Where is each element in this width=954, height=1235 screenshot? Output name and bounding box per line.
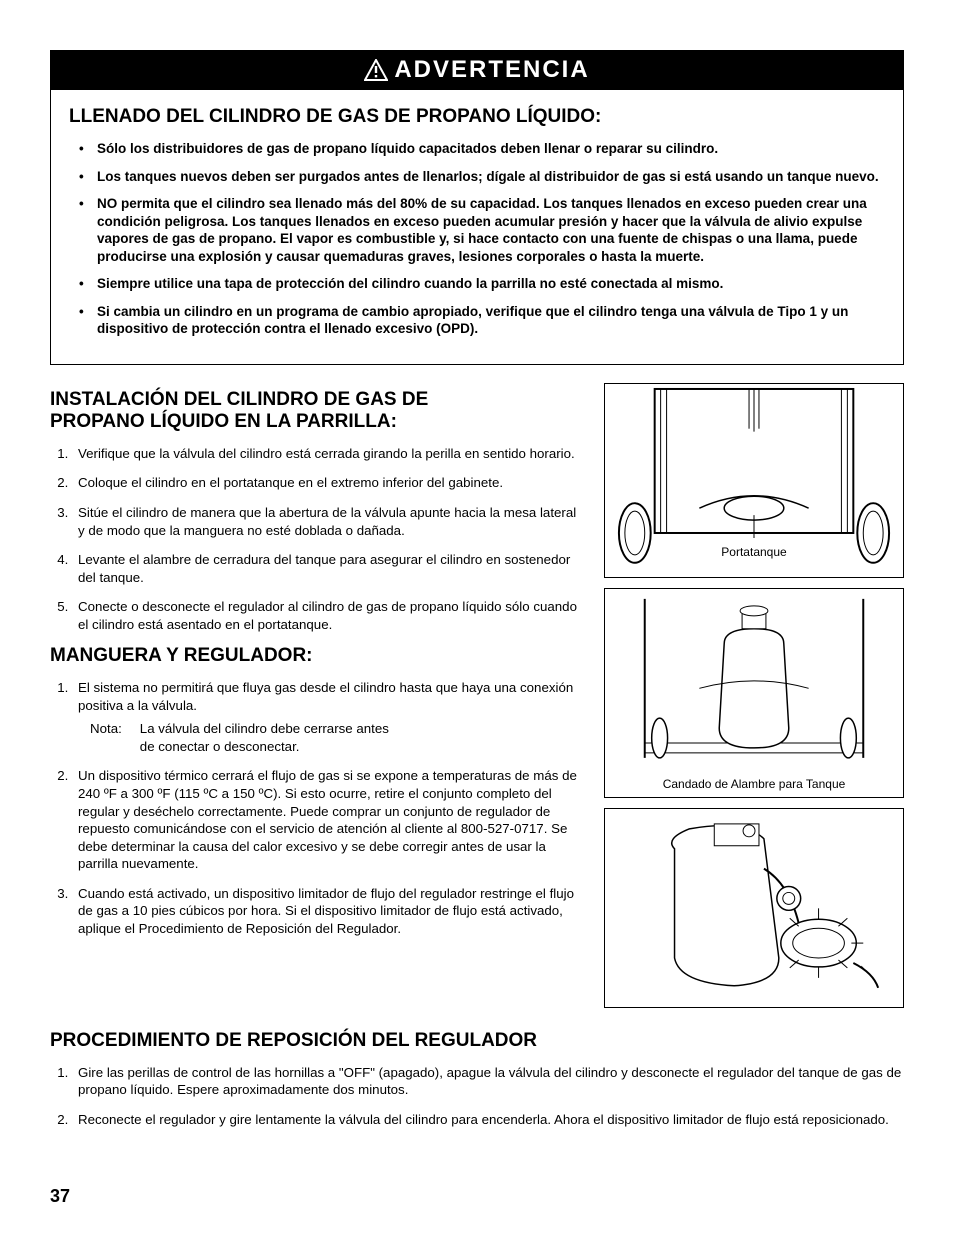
bullet-item: Los tanques nuevos deben ser purgados an… [75,168,885,186]
list-item: Cuando está activado, un dispositivo lim… [72,885,580,938]
section3-list: El sistema no permitirá que fluya gas de… [50,679,580,937]
list-item: Levante el alambre de cerradura del tanq… [72,551,580,586]
section1-bullets: Sólo los distribuidores de gas de propan… [69,140,885,338]
list-item: Un dispositivo térmico cerrará el flujo … [72,767,580,872]
warning-box: LLENADO DEL CILINDRO DE GAS DE PROPANO L… [50,90,904,365]
list-item: Conecte o desconecte el regulador al cil… [72,598,580,633]
note-label: Nota: [90,720,122,755]
list-item: Reconecte el regulador y gire lentamente… [72,1111,904,1129]
section2-heading: INSTALACIÓN DEL CILINDRO DE GAS DE PROPA… [50,389,580,433]
section4-list: Gire las perillas de control de las horn… [50,1064,904,1129]
left-column: INSTALACIÓN DEL CILINDRO DE GAS DE PROPA… [50,383,580,1018]
section3-heading: MANGUERA Y REGULADOR: [50,645,580,667]
section1-heading: LLENADO DEL CILINDRO DE GAS DE PROPANO L… [69,106,885,128]
list-item: Verifique que la válvula del cilindro es… [72,445,580,463]
heading-line: PROPANO LÍQUIDO EN LA PARRILLA: [50,411,397,432]
right-column: Portatanque Candado de Alambre para Tanq… [604,383,904,1018]
figure-3 [604,808,904,1008]
figure-2: Candado de Alambre para Tanque [604,588,904,798]
section4: PROCEDIMIENTO DE REPOSICIÓN DEL REGULADO… [50,1030,904,1129]
bullet-item: Siempre utilice una tapa de protección d… [75,275,885,293]
bullet-item: NO permita que el cilindro sea llenado m… [75,195,885,265]
figure-2-label: Candado de Alambre para Tanque [605,777,903,791]
list-item: Coloque el cilindro en el portatanque en… [72,474,580,492]
figure-1: Portatanque [604,383,904,578]
section4-heading: PROCEDIMIENTO DE REPOSICIÓN DEL REGULADO… [50,1030,904,1052]
item-text: El sistema no permitirá que fluya gas de… [78,680,573,713]
figure-1-label: Portatanque [605,545,903,559]
note-block: Nota: La válvula del cilindro debe cerra… [90,720,580,755]
bullet-item: Si cambia un cilindro en un programa de … [75,303,885,338]
heading-line: INSTALACIÓN DEL CILINDRO DE GAS DE [50,389,428,410]
note-text: La válvula del cilindro debe cerrarse an… [140,720,400,755]
warning-banner-label: ADVERTENCIA [394,56,589,84]
page-number: 37 [50,1186,70,1207]
list-item: Gire las perillas de control de las horn… [72,1064,904,1099]
list-item: El sistema no permitirá que fluya gas de… [72,679,580,755]
warning-banner: ADVERTENCIA [50,50,904,90]
main-columns: INSTALACIÓN DEL CILINDRO DE GAS DE PROPA… [50,383,904,1018]
warning-triangle-icon [364,59,388,81]
list-item: Sitúe el cilindro de manera que la abert… [72,504,580,539]
bullet-item: Sólo los distribuidores de gas de propan… [75,140,885,158]
section2-list: Verifique que la válvula del cilindro es… [50,445,580,633]
